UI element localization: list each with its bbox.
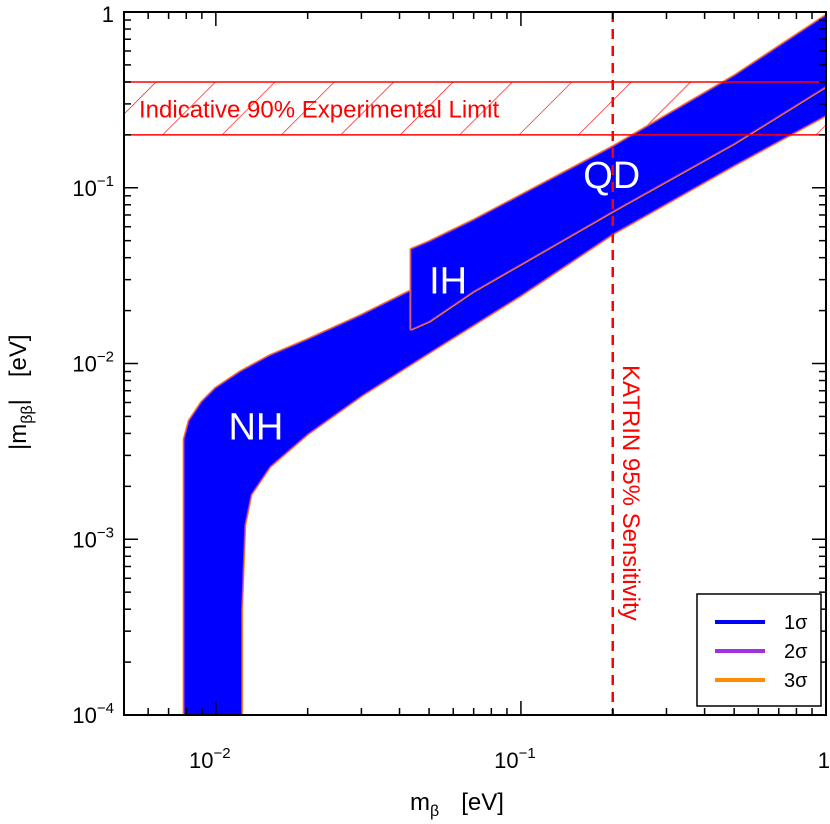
y-axis-title-unit: [eV] <box>5 334 32 377</box>
y-tick-label: 10−3 <box>72 524 114 552</box>
x-axis-title: mβ [eV] <box>410 789 504 820</box>
y-tick-label: 1 <box>102 2 114 27</box>
legend-label-2sigma: 2σ <box>784 641 808 663</box>
legend-label-1sigma: 1σ <box>784 612 808 634</box>
region-label-qd: QD <box>583 155 640 197</box>
plot-content: Indicative 90% Experimental Limit KATRIN … <box>124 12 826 715</box>
region-label-nh: NH <box>228 406 283 448</box>
y-tick-label: 10−1 <box>72 173 114 201</box>
legend-label-3sigma: 3σ <box>784 670 808 692</box>
x-axis-title-sub: β <box>430 803 439 820</box>
y-tick-label: 10−2 <box>72 349 114 377</box>
region-label-ih: IH <box>429 261 467 303</box>
y-axis-title-main: |m <box>5 424 32 450</box>
y-tick-label: 10−4 <box>72 700 114 728</box>
x-tick-label: 10−1 <box>494 745 536 773</box>
y-axis-title-tail: | <box>5 399 32 405</box>
y-axis-title-sub: ββ <box>19 405 36 423</box>
x-tick-label: 1 <box>818 748 830 773</box>
band-ih-1sigma <box>411 15 826 329</box>
x-tick-label: 10−2 <box>189 745 231 773</box>
y-axis-title: |mββ| [eV] <box>5 334 36 450</box>
axis-ticks <box>123 11 827 716</box>
plot-frame <box>123 11 827 716</box>
katrin-sensitivity-label: KATRIN 95% Sensitivity <box>617 365 644 621</box>
x-axis-title-unit: [eV] <box>461 789 504 816</box>
legend: 1σ 2σ 3σ <box>696 593 822 707</box>
tick-labels: 10−2 10−1 1 10−4 10−3 10−2 10−1 1 <box>72 2 830 773</box>
experimental-limit-label: Indicative 90% Experimental Limit <box>139 96 499 123</box>
x-axis-title-main: m <box>410 789 430 816</box>
